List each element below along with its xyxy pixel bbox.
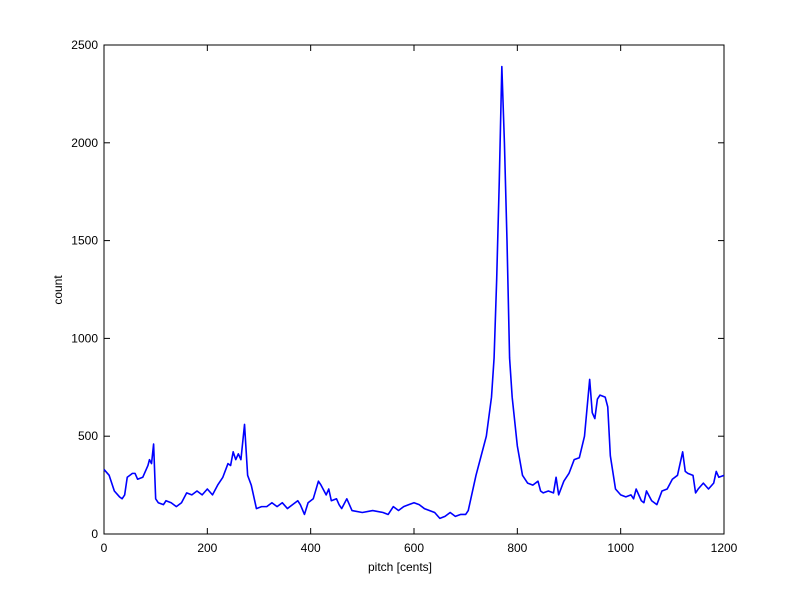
y-tick-label: 1000: [71, 331, 98, 345]
y-tick-label: 500: [78, 429, 98, 443]
x-tick-label: 200: [197, 541, 217, 555]
x-tick-label: 600: [404, 541, 424, 555]
x-tick-label: 0: [101, 541, 108, 555]
x-axis-label: pitch [cents]: [368, 560, 432, 574]
x-tick-label: 1000: [607, 541, 634, 555]
x-tick-label: 800: [507, 541, 527, 555]
x-tick-label: 400: [301, 541, 321, 555]
y-axis-label: count: [51, 275, 65, 305]
y-tick-label: 0: [91, 527, 98, 541]
y-tick-label: 2500: [71, 38, 98, 52]
data-line: [103, 65, 725, 520]
y-tick-label: 2000: [71, 136, 98, 150]
x-tick-label: 1200: [711, 541, 738, 555]
plot-area: [103, 44, 725, 535]
y-tick-label: 1500: [71, 234, 98, 248]
